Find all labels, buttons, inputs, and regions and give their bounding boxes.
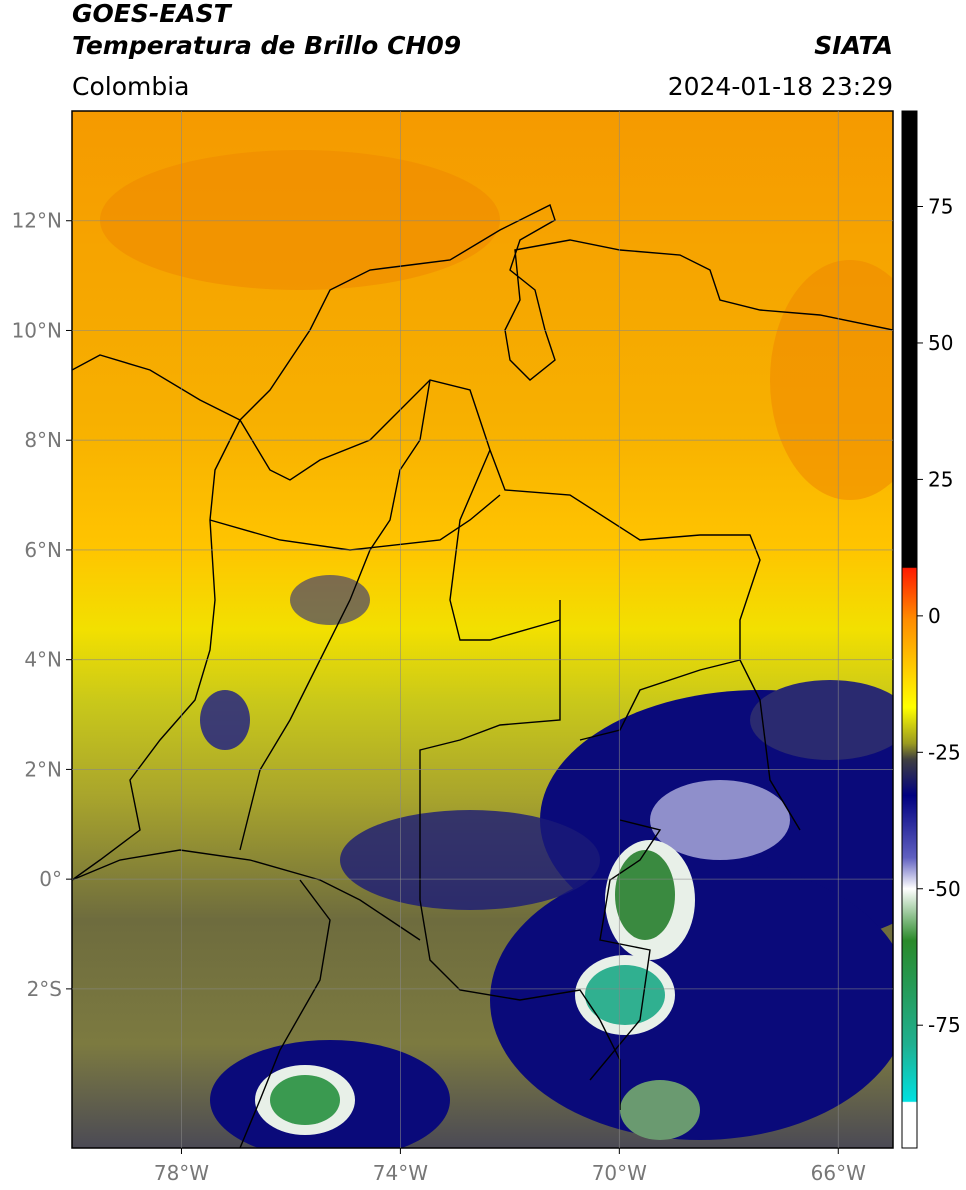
- region: Colombia: [72, 72, 189, 101]
- lat-tick-label: 6°N: [24, 538, 62, 562]
- subtitle: Temperatura de Brillo CH09: [72, 31, 461, 60]
- lon-tick-label: 74°W: [373, 1161, 428, 1185]
- colorbar-tick-label: -75: [928, 1013, 961, 1037]
- map-frame: [71, 110, 894, 1149]
- borders: [72, 204, 893, 1148]
- lat-tick-label: 10°N: [12, 318, 62, 342]
- colorbar-tick-label: 0: [928, 604, 941, 628]
- satellite-image: [72, 111, 893, 1148]
- lon-tick-label: 78°W: [154, 1161, 209, 1185]
- lat-tick-label: 0°: [39, 867, 62, 891]
- lat-tick-label: 8°N: [24, 428, 62, 452]
- source: SIATA: [814, 31, 893, 60]
- lat-tick-label: 2°N: [24, 757, 62, 781]
- lon-tick-label: 66°W: [811, 1161, 866, 1185]
- colorbar-tick-label: -50: [928, 877, 961, 901]
- datetime: 2024-01-18 23:29: [668, 72, 893, 101]
- title: GOES-EAST: [72, 0, 233, 28]
- lat-tick-label: 2°S: [27, 977, 62, 1001]
- lat-tick-label: 4°N: [24, 648, 62, 672]
- lat-tick-label: 12°N: [12, 209, 62, 233]
- colorbar-tick-label: -25: [928, 740, 961, 764]
- colorbar-tick-label: 50: [928, 331, 953, 355]
- colorbar: [901, 110, 918, 1149]
- lon-tick-label: 70°W: [592, 1161, 647, 1185]
- colorbar-tick-label: 25: [928, 467, 953, 491]
- colorbar-tick-label: 75: [928, 195, 953, 219]
